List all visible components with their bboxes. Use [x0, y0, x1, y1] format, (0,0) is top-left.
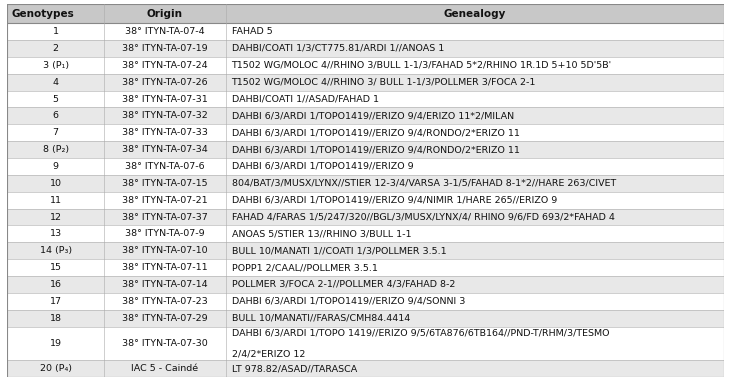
Text: 12: 12 [50, 213, 61, 221]
Text: 38° ITYN-TA-07-6: 38° ITYN-TA-07-6 [125, 162, 205, 171]
Text: 38° ITYN-TA-07-19: 38° ITYN-TA-07-19 [122, 44, 208, 53]
Bar [7, 141, 724, 158]
Text: DAHBI 6/3/ARDI 1/TOPO1419//ERIZO 9/4/ERIZO 11*2/MILAN: DAHBI 6/3/ARDI 1/TOPO1419//ERIZO 9/4/ERI… [232, 111, 514, 120]
Text: LT 978.82/ASAD//TARASCA: LT 978.82/ASAD//TARASCA [232, 364, 357, 373]
Bar [7, 23, 724, 40]
Bar [7, 327, 724, 360]
Text: POPP1 2/CAAL//POLLMER 3.5.1: POPP1 2/CAAL//POLLMER 3.5.1 [232, 263, 377, 272]
Text: DAHBI 6/3/ARDI 1/TOPO1419//ERIZO 9/4/RONDO/2*ERIZO 11: DAHBI 6/3/ARDI 1/TOPO1419//ERIZO 9/4/RON… [232, 145, 520, 154]
Text: FAHAD 5: FAHAD 5 [232, 27, 272, 36]
Text: 18: 18 [50, 314, 61, 323]
Bar [7, 259, 724, 276]
Bar [7, 360, 724, 377]
Text: 19: 19 [50, 339, 61, 348]
Text: 15: 15 [50, 263, 61, 272]
Text: 38° ITYN-TA-07-10: 38° ITYN-TA-07-10 [122, 246, 208, 255]
Text: 2/4/2*ERIZO 12: 2/4/2*ERIZO 12 [232, 349, 305, 358]
Text: 3 (P₁): 3 (P₁) [42, 61, 69, 70]
Text: 1: 1 [53, 27, 58, 36]
Text: IAC 5 - Caindé: IAC 5 - Caindé [132, 364, 199, 373]
Text: 38° ITYN-TA-07-15: 38° ITYN-TA-07-15 [122, 179, 208, 188]
Text: DAHBI 6/3/ARDI 1/TOPO1419//ERIZO 9: DAHBI 6/3/ARDI 1/TOPO1419//ERIZO 9 [232, 162, 413, 171]
Text: 38° ITYN-TA-07-34: 38° ITYN-TA-07-34 [122, 145, 208, 154]
Text: 38° ITYN-TA-07-14: 38° ITYN-TA-07-14 [122, 280, 208, 289]
Text: Genealogy: Genealogy [444, 8, 506, 19]
Bar [7, 40, 724, 57]
Bar [7, 158, 724, 175]
Text: 38° ITYN-TA-07-32: 38° ITYN-TA-07-32 [122, 111, 208, 120]
Text: T1502 WG/MOLOC 4//RHINO 3/ BULL 1-1/3/POLLMER 3/FOCA 2-1: T1502 WG/MOLOC 4//RHINO 3/ BULL 1-1/3/PO… [232, 78, 536, 87]
Bar [7, 91, 724, 107]
Bar [7, 209, 724, 226]
Bar [7, 276, 724, 293]
Text: 38° ITYN-TA-07-4: 38° ITYN-TA-07-4 [125, 27, 205, 36]
Bar [7, 107, 724, 124]
Text: T1502 WG/MOLOC 4//RHINO 3/BULL 1-1/3/FAHAD 5*2/RHINO 1R.1D 5+10 5D'5B': T1502 WG/MOLOC 4//RHINO 3/BULL 1-1/3/FAH… [232, 61, 612, 70]
Bar [7, 4, 724, 23]
Text: ANOAS 5/STIER 13//RHINO 3/BULL 1-1: ANOAS 5/STIER 13//RHINO 3/BULL 1-1 [232, 229, 411, 239]
Text: 17: 17 [50, 297, 61, 306]
Text: 13: 13 [50, 229, 61, 239]
Text: 11: 11 [50, 196, 61, 205]
Text: 5: 5 [53, 94, 58, 104]
Bar [7, 74, 724, 91]
Text: 38° ITYN-TA-07-31: 38° ITYN-TA-07-31 [122, 94, 208, 104]
Text: 38° ITYN-TA-07-24: 38° ITYN-TA-07-24 [122, 61, 208, 70]
Text: 804/BAT/3/MUSX/LYNX//STIER 12-3/4/VARSA 3-1/5/FAHAD 8-1*2//HARE 263/CIVET: 804/BAT/3/MUSX/LYNX//STIER 12-3/4/VARSA … [232, 179, 616, 188]
Text: 38° ITYN-TA-07-9: 38° ITYN-TA-07-9 [125, 229, 205, 239]
Bar [7, 192, 724, 209]
Text: 20 (P₄): 20 (P₄) [39, 364, 72, 373]
Text: 38° ITYN-TA-07-30: 38° ITYN-TA-07-30 [122, 339, 208, 348]
Text: 16: 16 [50, 280, 61, 289]
Text: 38° ITYN-TA-07-11: 38° ITYN-TA-07-11 [122, 263, 208, 272]
Bar [7, 57, 724, 74]
Text: DAHBI/COATI 1//ASAD/FAHAD 1: DAHBI/COATI 1//ASAD/FAHAD 1 [232, 94, 379, 104]
Bar [7, 293, 724, 310]
Text: 10: 10 [50, 179, 61, 188]
Text: 38° ITYN-TA-07-37: 38° ITYN-TA-07-37 [122, 213, 208, 221]
Bar [7, 124, 724, 141]
Text: 38° ITYN-TA-07-26: 38° ITYN-TA-07-26 [122, 78, 208, 87]
Text: 6: 6 [53, 111, 58, 120]
Text: BULL 10/MANATI//FARAS/CMH84.4414: BULL 10/MANATI//FARAS/CMH84.4414 [232, 314, 410, 323]
Text: DAHBI/COATI 1/3/CT775.81/ARDI 1//ANOAS 1: DAHBI/COATI 1/3/CT775.81/ARDI 1//ANOAS 1 [232, 44, 444, 53]
Text: 38° ITYN-TA-07-21: 38° ITYN-TA-07-21 [122, 196, 208, 205]
Text: 8 (P₂): 8 (P₂) [42, 145, 69, 154]
Bar [7, 242, 724, 259]
Text: DAHBI 6/3/ARDI 1/TOPO1419//ERIZO 9/4/RONDO/2*ERIZO 11: DAHBI 6/3/ARDI 1/TOPO1419//ERIZO 9/4/RON… [232, 128, 520, 137]
Text: 38° ITYN-TA-07-33: 38° ITYN-TA-07-33 [122, 128, 208, 137]
Bar [7, 226, 724, 242]
Text: 7: 7 [53, 128, 58, 137]
Bar [7, 310, 724, 327]
Text: POLLMER 3/FOCA 2-1//POLLMER 4/3/FAHAD 8-2: POLLMER 3/FOCA 2-1//POLLMER 4/3/FAHAD 8-… [232, 280, 455, 289]
Text: DAHBI 6/3/ARDI 1/TOPO1419//ERIZO 9/4/SONNI 3: DAHBI 6/3/ARDI 1/TOPO1419//ERIZO 9/4/SON… [232, 297, 465, 306]
Text: 38° ITYN-TA-07-29: 38° ITYN-TA-07-29 [122, 314, 208, 323]
Text: FAHAD 4/FARAS 1/5/247/320//BGL/3/MUSX/LYNX/4/ RHINO 9/6/FD 693/2*FAHAD 4: FAHAD 4/FARAS 1/5/247/320//BGL/3/MUSX/LY… [232, 213, 615, 221]
Bar [7, 175, 724, 192]
Text: 2: 2 [53, 44, 58, 53]
Text: DAHBI 6/3/ARDI 1/TOPO1419//ERIZO 9/4/NIMIR 1/HARE 265//ERIZO 9: DAHBI 6/3/ARDI 1/TOPO1419//ERIZO 9/4/NIM… [232, 196, 557, 205]
Text: Origin: Origin [147, 8, 183, 19]
Text: 4: 4 [53, 78, 58, 87]
Text: DAHBI 6/3/ARDI 1/TOPO 1419//ERIZO 9/5/6TA876/6TB164//PND-T/RHM/3/TESMO: DAHBI 6/3/ARDI 1/TOPO 1419//ERIZO 9/5/6T… [232, 329, 609, 338]
Text: 14 (P₃): 14 (P₃) [39, 246, 72, 255]
Text: Genotypes: Genotypes [12, 8, 75, 19]
Text: 38° ITYN-TA-07-23: 38° ITYN-TA-07-23 [122, 297, 208, 306]
Text: BULL 10/MANATI 1//COATI 1/3/POLLMER 3.5.1: BULL 10/MANATI 1//COATI 1/3/POLLMER 3.5.… [232, 246, 446, 255]
Text: 9: 9 [53, 162, 58, 171]
